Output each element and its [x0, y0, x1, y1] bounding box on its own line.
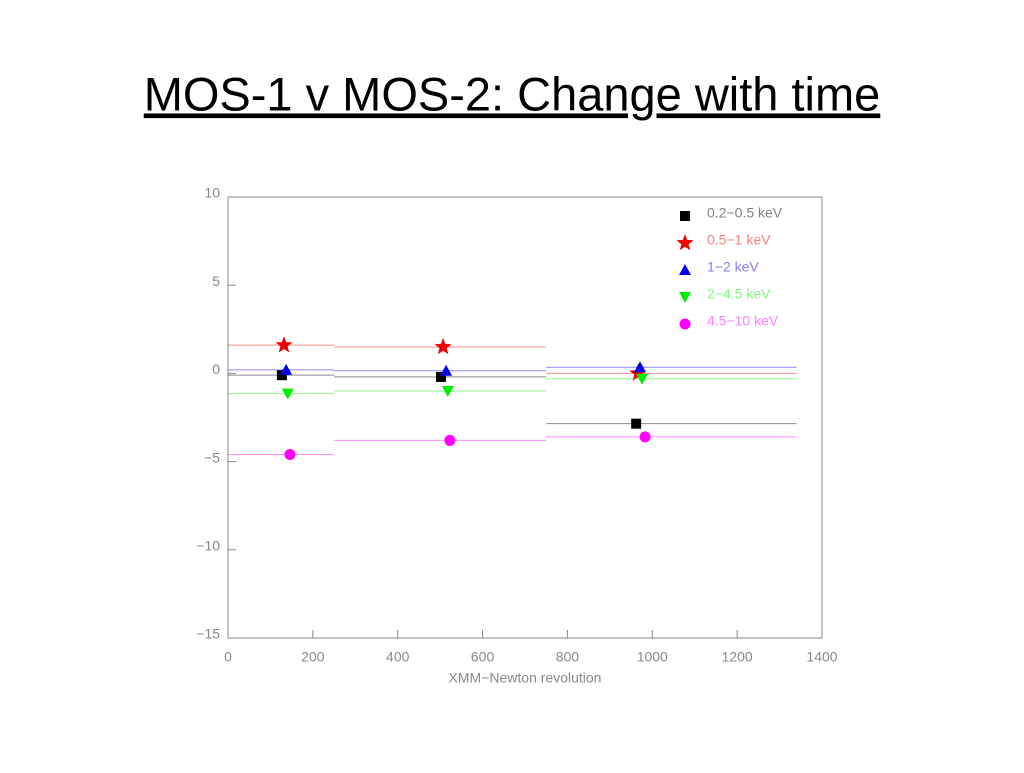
y-tick-label: 5	[212, 273, 220, 289]
x-tick-label: 600	[471, 649, 495, 665]
legend-label: 0.2−0.5 keV	[707, 205, 783, 221]
y-tick-label: 0	[212, 361, 220, 377]
y-tick-label: −15	[196, 626, 220, 642]
marker-square	[631, 418, 642, 429]
legend-label: 0.5−1 keV	[707, 232, 771, 248]
marker-triangle	[633, 361, 646, 373]
marker-star	[676, 234, 694, 251]
marker-star	[275, 336, 293, 353]
marker-triangle-down	[441, 386, 454, 398]
marker-circle	[284, 449, 296, 461]
x-tick-label: 1200	[722, 649, 753, 665]
legend-label: 1−2 keV	[707, 259, 759, 275]
marker-triangle-down	[679, 292, 691, 303]
y-tick-label: 10	[204, 185, 220, 201]
plot-frame	[227, 196, 823, 639]
y-tick-label: −5	[204, 449, 220, 465]
x-tick-label: 1000	[637, 649, 668, 665]
marker-triangle	[440, 364, 453, 376]
marker-square	[680, 211, 690, 221]
marker-triangle-down	[281, 388, 294, 400]
x-tick-label: 0	[224, 649, 232, 665]
marker-triangle	[679, 264, 691, 275]
chart-title: MOS-1 v MOS-2: Change with time	[144, 67, 881, 120]
marker-star	[629, 364, 647, 381]
x-tick-label: 400	[386, 649, 410, 665]
marker-square	[435, 371, 446, 382]
marker-triangle-down	[636, 373, 649, 385]
marker-square	[276, 370, 287, 381]
marker-star	[434, 337, 452, 355]
x-tick-label: 200	[301, 649, 325, 665]
marker-circle	[639, 431, 651, 443]
x-tick-label: 1400	[806, 649, 837, 665]
marker-triangle	[280, 363, 293, 375]
marker-circle	[444, 434, 456, 446]
x-tick-label: 800	[556, 649, 580, 665]
x-axis-label: XMM−Newton revolution	[449, 670, 602, 686]
legend-label: 2−4.5 keV	[707, 286, 771, 302]
legend-label: 4.5−10 keV	[707, 313, 779, 329]
marker-circle	[679, 318, 691, 330]
y-tick-label: −10	[196, 538, 220, 554]
